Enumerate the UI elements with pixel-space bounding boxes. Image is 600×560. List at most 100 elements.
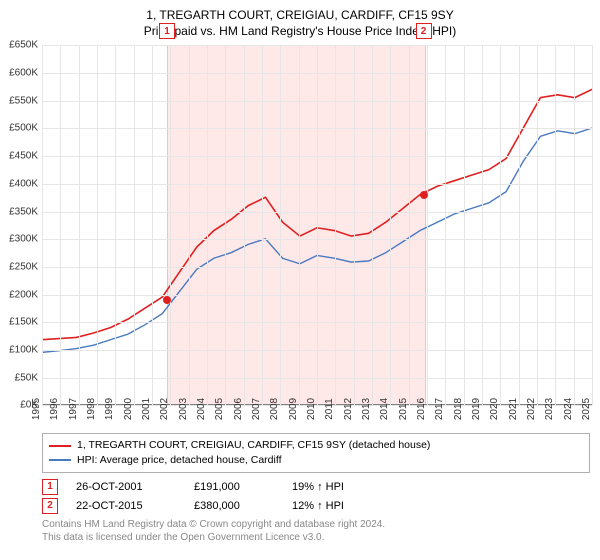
x-gridline <box>244 45 245 405</box>
note-date: 26-OCT-2001 <box>76 481 176 493</box>
x-gridline <box>115 45 116 405</box>
x-tick-label: 2013 <box>361 398 372 420</box>
x-tick-label: 1997 <box>68 398 79 420</box>
x-gridline <box>280 45 281 405</box>
citation: Contains HM Land Registry data © Crown c… <box>42 518 590 544</box>
x-gridline <box>79 45 80 405</box>
x-tick-label: 2018 <box>453 398 464 420</box>
x-gridline <box>317 45 318 405</box>
x-tick-label: 1996 <box>49 398 60 420</box>
plot-area: £0K£50K£100K£150K£200K£250K£300K£350K£40… <box>42 45 592 405</box>
note-row: 2 22-OCT-2015 £380,000 12% ↑ HPI <box>42 498 590 514</box>
y-tick-label: £550K <box>9 95 38 106</box>
sale-flag: 1 <box>159 23 175 39</box>
x-tick-label: 1995 <box>31 398 42 420</box>
x-tick-label: 1999 <box>104 398 115 420</box>
note-flag: 2 <box>42 498 58 514</box>
x-gridline <box>372 45 373 405</box>
x-gridline <box>42 45 43 405</box>
x-gridline <box>427 45 428 405</box>
y-tick-label: £300K <box>9 234 38 245</box>
x-gridline <box>225 45 226 405</box>
y-tick-label: £450K <box>9 151 38 162</box>
x-tick-label: 2015 <box>398 398 409 420</box>
chart-area: £0K£50K£100K£150K£200K£250K£300K£350K£40… <box>42 45 592 425</box>
x-tick-label: 2016 <box>416 398 427 420</box>
x-tick-label: 2017 <box>434 398 445 420</box>
x-tick-label: 2004 <box>196 398 207 420</box>
x-tick-label: 2002 <box>159 398 170 420</box>
x-gridline <box>445 45 446 405</box>
y-tick-label: £100K <box>9 344 38 355</box>
x-gridline <box>60 45 61 405</box>
x-gridline <box>519 45 520 405</box>
x-tick-label: 2011 <box>325 399 336 421</box>
sale-flag: 2 <box>416 23 432 39</box>
x-tick-label: 2010 <box>306 398 317 420</box>
x-gridline <box>152 45 153 405</box>
cite-line1: Contains HM Land Registry data © Crown c… <box>42 518 590 531</box>
note-price: £191,000 <box>194 481 274 493</box>
notes-block: 1 26-OCT-2001 £191,000 19% ↑ HPI 2 22-OCT… <box>42 479 590 514</box>
legend-swatch-blue <box>49 459 71 461</box>
x-gridline <box>97 45 98 405</box>
title-line1: 1, TREGARTH COURT, CREIGIAU, CARDIFF, CF… <box>0 7 600 23</box>
y-tick-label: £200K <box>9 289 38 300</box>
y-tick-label: £350K <box>9 206 38 217</box>
y-tick-label: £150K <box>9 317 38 328</box>
legend-label-blue: HPI: Average price, detached house, Card… <box>77 453 282 468</box>
y-tick-label: £600K <box>9 68 38 79</box>
note-price: £380,000 <box>194 500 274 512</box>
x-tick-label: 2014 <box>379 398 390 420</box>
x-tick-label: 2022 <box>526 398 537 420</box>
x-tick-label: 2006 <box>233 398 244 420</box>
x-tick-label: 1998 <box>86 398 97 420</box>
x-tick-label: 2024 <box>563 398 574 420</box>
x-tick-label: 2007 <box>251 398 262 420</box>
note-row: 1 26-OCT-2001 £191,000 19% ↑ HPI <box>42 479 590 495</box>
x-tick-label: 2025 <box>581 398 592 420</box>
note-flag: 1 <box>42 479 58 495</box>
sale-marker <box>420 191 428 199</box>
x-tick-label: 2001 <box>141 398 152 420</box>
sale-marker <box>163 296 171 304</box>
x-gridline <box>299 45 300 405</box>
x-tick-label: 2021 <box>508 398 519 420</box>
legend-row-red: 1, TREGARTH COURT, CREIGIAU, CARDIFF, CF… <box>49 438 583 453</box>
chart-title: 1, TREGARTH COURT, CREIGIAU, CARDIFF, CF… <box>0 0 600 39</box>
x-tick-label: 2003 <box>178 398 189 420</box>
note-date: 22-OCT-2015 <box>76 500 176 512</box>
x-gridline <box>354 45 355 405</box>
x-gridline <box>409 45 410 405</box>
x-gridline <box>170 45 171 405</box>
legend-label-red: 1, TREGARTH COURT, CREIGIAU, CARDIFF, CF… <box>77 438 430 453</box>
x-tick-label: 2008 <box>269 398 280 420</box>
y-tick-label: £400K <box>9 178 38 189</box>
x-gridline <box>134 45 135 405</box>
y-tick-label: £50K <box>15 372 38 383</box>
x-gridline <box>500 45 501 405</box>
title-line2: Price paid vs. HM Land Registry's House … <box>0 23 600 39</box>
x-tick-label: 2023 <box>544 398 555 420</box>
note-delta: 19% ↑ HPI <box>292 481 344 493</box>
x-gridline <box>390 45 391 405</box>
legend-row-blue: HPI: Average price, detached house, Card… <box>49 453 583 468</box>
y-tick-label: £500K <box>9 123 38 134</box>
y-tick-label: £250K <box>9 261 38 272</box>
x-gridline <box>207 45 208 405</box>
x-tick-label: 2012 <box>343 398 354 420</box>
x-gridline <box>189 45 190 405</box>
x-tick-label: 2019 <box>471 398 482 420</box>
y-tick-label: £650K <box>9 40 38 51</box>
x-gridline <box>574 45 575 405</box>
x-tick-label: 2005 <box>214 398 225 420</box>
x-gridline <box>555 45 556 405</box>
x-tick-label: 2020 <box>489 398 500 420</box>
x-gridline <box>592 45 593 405</box>
x-gridline <box>537 45 538 405</box>
x-gridline <box>482 45 483 405</box>
x-gridline <box>262 45 263 405</box>
x-tick-label: 2009 <box>288 398 299 420</box>
cite-line2: This data is licensed under the Open Gov… <box>42 531 590 544</box>
x-tick-label: 2000 <box>123 398 134 420</box>
